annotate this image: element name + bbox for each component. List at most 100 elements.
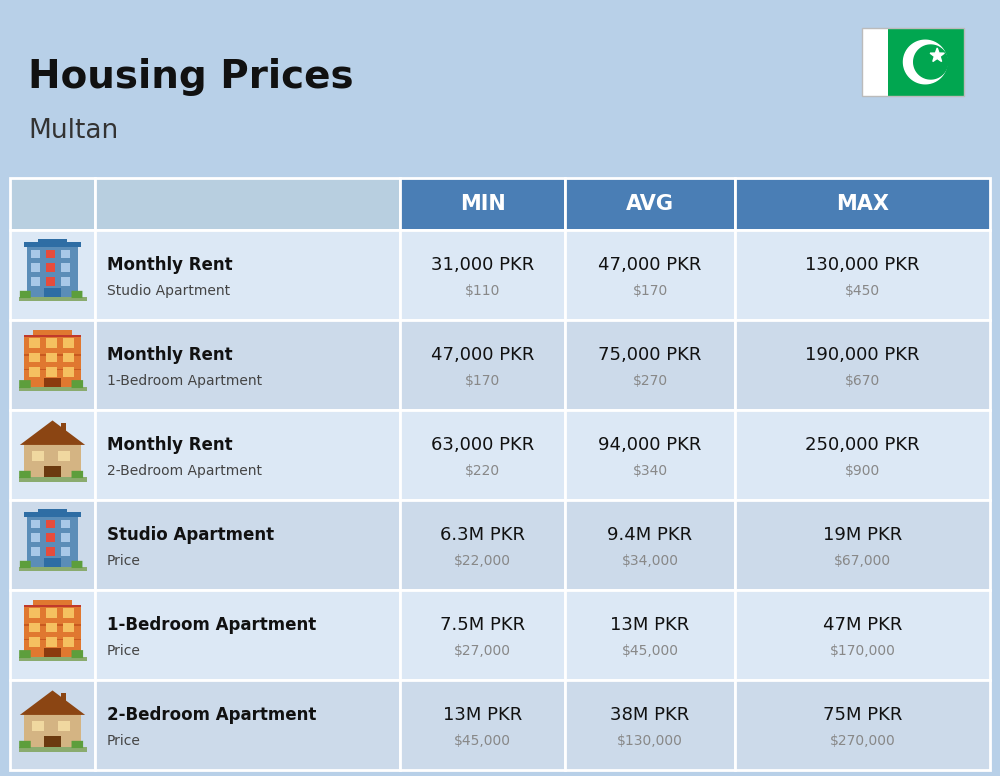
Bar [565, 680, 735, 770]
Bar [735, 410, 990, 500]
Text: $34,000: $34,000 [622, 554, 678, 568]
Bar [46, 367, 57, 376]
Bar [58, 451, 70, 462]
Bar [38, 509, 67, 514]
Bar [400, 230, 565, 320]
Text: 190,000 PKR: 190,000 PKR [805, 346, 920, 364]
Bar [29, 608, 40, 618]
Bar [46, 338, 57, 348]
Bar [29, 367, 40, 376]
Text: 19M PKR: 19M PKR [823, 526, 902, 544]
Bar [400, 590, 565, 680]
Text: 47,000 PKR: 47,000 PKR [598, 256, 702, 274]
Text: 1-Bedroom Apartment: 1-Bedroom Apartment [107, 616, 316, 634]
Bar [18, 386, 87, 391]
Bar [46, 623, 57, 632]
Bar [32, 721, 44, 732]
Bar [565, 230, 735, 320]
Bar [400, 680, 565, 770]
Text: 7.5M PKR: 7.5M PKR [440, 616, 525, 634]
FancyBboxPatch shape [20, 291, 31, 298]
Text: Studio Apartment: Studio Apartment [107, 526, 274, 544]
Bar [61, 520, 70, 528]
Bar [10, 590, 95, 680]
Bar [735, 230, 990, 320]
Bar [61, 533, 70, 542]
Text: 47,000 PKR: 47,000 PKR [431, 346, 534, 364]
Text: 94,000 PKR: 94,000 PKR [598, 436, 702, 454]
Bar [888, 28, 964, 96]
Bar [29, 353, 40, 362]
Text: 31,000 PKR: 31,000 PKR [431, 256, 534, 274]
Text: Multan: Multan [28, 118, 118, 144]
Bar [18, 747, 87, 752]
Text: 13M PKR: 13M PKR [443, 706, 522, 724]
Bar [63, 367, 74, 376]
Bar [95, 500, 400, 590]
Bar [400, 178, 565, 230]
Bar [24, 605, 81, 607]
Bar [46, 520, 55, 528]
FancyBboxPatch shape [72, 380, 83, 388]
Bar [63, 608, 74, 618]
Text: AVG: AVG [626, 194, 674, 214]
Bar [44, 736, 61, 747]
Bar [29, 338, 40, 348]
Text: $670: $670 [845, 374, 880, 388]
FancyBboxPatch shape [72, 561, 82, 568]
Polygon shape [20, 691, 85, 715]
Text: Housing Prices: Housing Prices [28, 58, 354, 96]
Text: Price: Price [107, 644, 141, 658]
Text: Price: Price [107, 554, 141, 568]
Bar [58, 721, 70, 732]
Bar [27, 514, 78, 566]
FancyBboxPatch shape [19, 741, 31, 748]
Bar [18, 656, 87, 661]
Text: $450: $450 [845, 284, 880, 298]
Bar [44, 378, 61, 386]
Bar [33, 331, 72, 337]
Bar [24, 444, 81, 477]
Text: MIN: MIN [460, 194, 505, 214]
FancyBboxPatch shape [72, 471, 83, 478]
Text: $27,000: $27,000 [454, 644, 511, 658]
Bar [10, 500, 95, 590]
Text: $900: $900 [845, 464, 880, 478]
Bar [24, 334, 81, 337]
Bar [95, 320, 400, 410]
Bar [61, 693, 66, 706]
Bar [31, 250, 40, 258]
Text: 130,000 PKR: 130,000 PKR [805, 256, 920, 274]
Bar [565, 500, 735, 590]
Text: 9.4M PKR: 9.4M PKR [607, 526, 693, 544]
Bar [735, 320, 990, 410]
Bar [61, 264, 70, 272]
Bar [31, 533, 40, 542]
FancyBboxPatch shape [19, 650, 31, 658]
FancyBboxPatch shape [19, 471, 31, 478]
Polygon shape [914, 45, 948, 79]
Bar [63, 623, 74, 632]
FancyBboxPatch shape [72, 741, 83, 748]
Text: 63,000 PKR: 63,000 PKR [431, 436, 534, 454]
Bar [24, 605, 81, 656]
Bar [31, 264, 40, 272]
Bar [400, 320, 565, 410]
Bar [10, 320, 95, 410]
Text: $22,000: $22,000 [454, 554, 511, 568]
Bar [29, 637, 40, 646]
Bar [400, 500, 565, 590]
Bar [95, 590, 400, 680]
Text: $340: $340 [632, 464, 668, 478]
Bar [10, 680, 95, 770]
Text: 2-Bedroom Apartment: 2-Bedroom Apartment [107, 706, 316, 724]
Text: 75,000 PKR: 75,000 PKR [598, 346, 702, 364]
Bar [862, 28, 964, 96]
Text: 13M PKR: 13M PKR [610, 616, 690, 634]
Bar [24, 714, 81, 747]
Bar [46, 637, 57, 646]
Bar [862, 28, 888, 96]
Polygon shape [20, 421, 85, 445]
Bar [10, 410, 95, 500]
Bar [46, 608, 57, 618]
